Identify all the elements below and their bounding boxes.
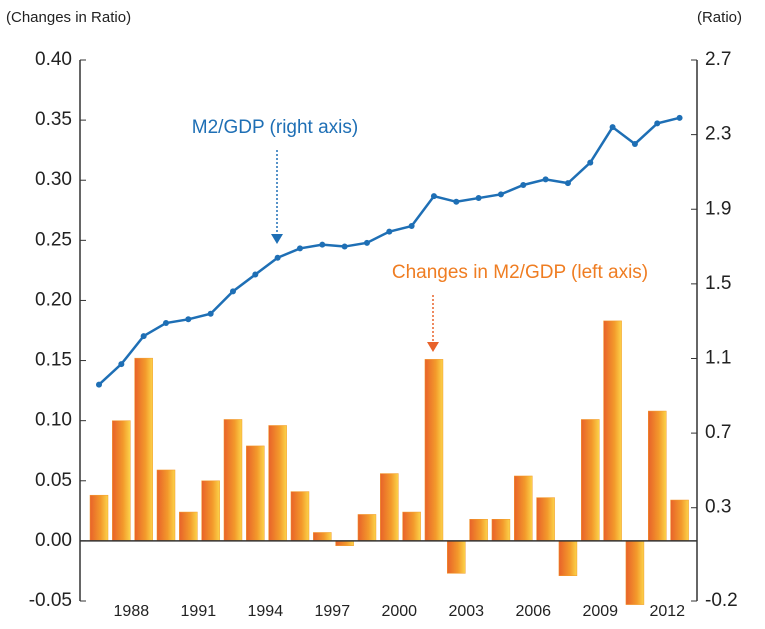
- bar: [268, 425, 287, 542]
- x-tick-label: 2003: [448, 603, 484, 620]
- y-tick-label: 0.25: [35, 229, 72, 250]
- bar: [112, 420, 131, 542]
- y-axis-label: (Changes in Ratio): [6, 9, 131, 26]
- y-tick-label: 0.35: [35, 109, 72, 130]
- y-tick-label: 0.05: [35, 470, 72, 491]
- y-tick-label: 0.10: [35, 410, 72, 431]
- bar: [648, 410, 667, 542]
- y2-tick-label: 1.5: [705, 273, 731, 294]
- bar: [290, 491, 310, 542]
- bar: [179, 511, 198, 542]
- bar: [134, 357, 153, 542]
- bar: [536, 497, 555, 542]
- point: [609, 124, 616, 131]
- annotation: M2/GDP (right axis): [192, 117, 358, 138]
- bar: [357, 514, 377, 542]
- y2-tick-label: 1.9: [705, 198, 731, 219]
- y2-tick-label: 2.7: [705, 49, 731, 70]
- point: [475, 195, 482, 202]
- bar: [625, 540, 645, 605]
- bar: [514, 475, 533, 542]
- point: [587, 159, 594, 166]
- y-tick-label: 0.20: [35, 289, 72, 310]
- y2-tick-label: 2.3: [705, 124, 731, 145]
- x-tick-label: 2006: [515, 603, 551, 620]
- point: [631, 140, 638, 147]
- x-tick-label: 2012: [649, 603, 685, 620]
- y2-axis-label: (Ratio): [697, 9, 742, 26]
- point: [520, 181, 527, 188]
- arrow-head: [271, 234, 283, 244]
- y2-tick-label: 0.7: [705, 422, 731, 443]
- point: [386, 228, 393, 235]
- annotation: Changes in M2/GDP (left axis): [392, 262, 648, 283]
- bar: [670, 499, 689, 542]
- x-tick-label: 1991: [181, 603, 217, 620]
- point: [654, 120, 661, 127]
- bar: [246, 445, 265, 542]
- point: [229, 288, 236, 295]
- point: [497, 191, 504, 198]
- point: [118, 361, 125, 368]
- x-tick-label: 1997: [315, 603, 351, 620]
- point: [207, 310, 214, 317]
- line: [98, 116, 680, 386]
- point: [319, 241, 326, 248]
- bar: [447, 540, 466, 574]
- bar: [313, 532, 332, 542]
- bar: [223, 419, 243, 542]
- point: [96, 381, 102, 388]
- bar: [603, 320, 622, 542]
- point: [274, 254, 281, 261]
- point: [341, 243, 348, 250]
- point: [162, 320, 169, 327]
- point: [564, 180, 571, 187]
- arrow-head: [427, 342, 439, 352]
- bar: [201, 480, 220, 542]
- x-tick-label: 2000: [381, 603, 417, 620]
- bar: [469, 518, 488, 542]
- y-tick-label: 0.40: [35, 49, 72, 70]
- point: [430, 193, 437, 200]
- point: [140, 333, 147, 340]
- y-tick-label: 0.15: [35, 350, 72, 371]
- y-tick-label: 0.00: [35, 530, 72, 551]
- bar: [380, 473, 399, 542]
- bar: [156, 469, 176, 542]
- y2-tick-label: -0.2: [705, 590, 738, 611]
- point: [185, 316, 192, 323]
- point: [453, 198, 460, 205]
- point: [252, 271, 259, 278]
- bar: [424, 359, 444, 542]
- y-tick-label: 0.30: [35, 169, 72, 190]
- x-tick-label: 1994: [248, 603, 284, 620]
- point: [542, 176, 549, 183]
- point: [408, 223, 415, 230]
- point: [296, 245, 303, 252]
- bar: [558, 540, 578, 577]
- y-tick-label: -0.05: [29, 590, 72, 611]
- bar: [581, 419, 600, 542]
- y2-tick-label: 0.3: [705, 497, 731, 518]
- x-tick-label: 1988: [114, 603, 150, 620]
- y2-tick-label: 1.1: [705, 347, 731, 368]
- x-tick-label: 2009: [582, 603, 618, 620]
- bar: [402, 511, 421, 542]
- bar: [89, 494, 109, 542]
- bar: [491, 518, 511, 542]
- point: [363, 239, 370, 246]
- point: [676, 114, 683, 121]
